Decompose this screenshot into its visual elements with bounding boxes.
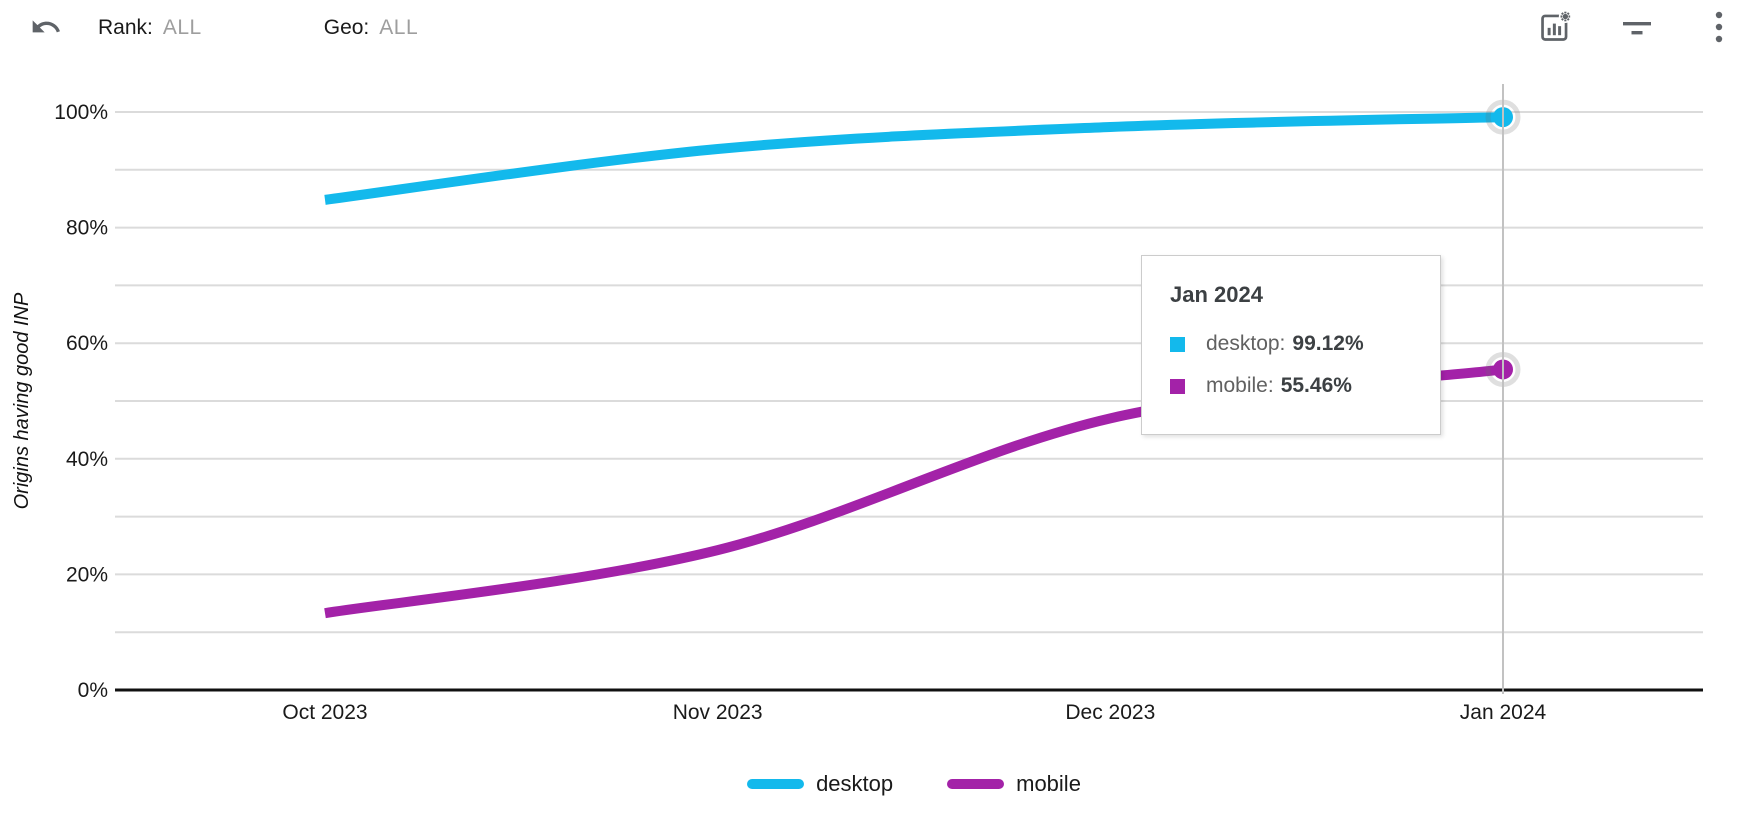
geo-label: Geo: — [323, 16, 370, 39]
tooltip-title: Jan 2024 — [1170, 282, 1263, 307]
svg-text:100%: 100% — [54, 101, 108, 124]
svg-text:Jan 2024: Jan 2024 — [1460, 701, 1547, 724]
undo-button[interactable] — [28, 10, 64, 46]
svg-text:Dec 2023: Dec 2023 — [1065, 701, 1155, 724]
desktop-legend-swatch — [747, 779, 805, 789]
tooltip-desktop-label: desktop: — [1206, 332, 1286, 355]
tooltip-desktop-value: 99.12% — [1292, 332, 1364, 355]
legend-item-desktop: desktop — [747, 771, 893, 797]
rank-value-select[interactable]: ALL — [162, 16, 202, 39]
chart-settings-icon — [1538, 9, 1572, 47]
geo-value-select[interactable]: ALL — [379, 16, 419, 39]
svg-text:Oct 2023: Oct 2023 — [282, 701, 367, 724]
tooltip-mobile-value: 55.46% — [1280, 374, 1352, 397]
svg-text:60%: 60% — [66, 332, 108, 355]
svg-text:20%: 20% — [66, 563, 108, 586]
chart-tooltip: Jan 2024 desktop: 99.12% mobile: 55.46% — [1141, 255, 1441, 435]
chart-settings-button[interactable] — [1536, 9, 1574, 47]
filter-button[interactable] — [1618, 9, 1656, 47]
desktop-legend-label: desktop — [816, 771, 894, 796]
rank-filter: Rank: ALL — [98, 16, 202, 40]
chart-area[interactable]: 0% 20% 40% 60% 80% 100% Oct 2023 Nov 2023 Dec 20… — [0, 56, 1752, 826]
filter-icon — [1620, 10, 1654, 47]
tooltip-row-mobile: mobile: 55.46% — [1170, 374, 1416, 398]
mobile-series-swatch — [1170, 378, 1185, 394]
kebab-menu-icon — [1702, 7, 1736, 50]
legend: desktop mobile — [38, 771, 1752, 797]
rank-label: Rank: — [98, 16, 153, 39]
tooltip-row-desktop: desktop: 99.12% — [1170, 332, 1416, 356]
mobile-legend-swatch — [947, 779, 1005, 789]
line-chart[interactable]: 0% 20% 40% 60% 80% 100% Oct 2023 Nov 2023 Dec 20… — [0, 56, 1752, 826]
undo-icon — [30, 11, 62, 46]
svg-text:80%: 80% — [66, 217, 108, 240]
svg-text:40%: 40% — [66, 448, 108, 471]
toolbar: Rank: ALL Geo: ALL — [0, 0, 1752, 56]
tooltip-mobile-label: mobile: — [1206, 374, 1274, 397]
svg-text:Origins having good INP: Origins having good INP — [11, 292, 33, 509]
geo-filter: Geo: ALL — [324, 16, 418, 40]
more-options-button[interactable] — [1700, 9, 1738, 47]
svg-text:Nov 2023: Nov 2023 — [673, 701, 763, 724]
desktop-series-swatch — [1170, 336, 1185, 352]
svg-text:0%: 0% — [78, 679, 108, 702]
legend-item-mobile: mobile — [947, 771, 1081, 797]
mobile-legend-label: mobile — [1016, 771, 1081, 796]
